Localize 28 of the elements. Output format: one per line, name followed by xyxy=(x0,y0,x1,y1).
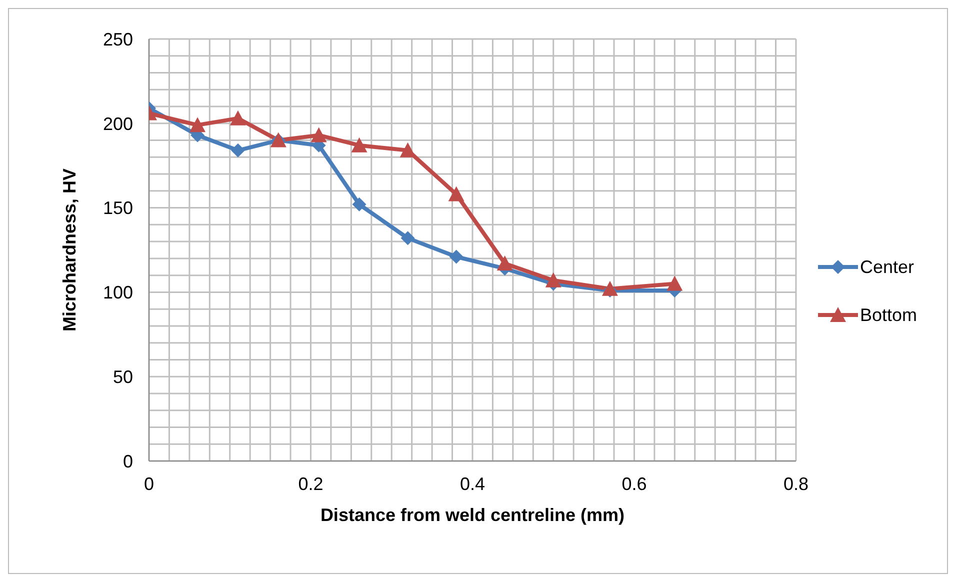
y-tick-label: 150 xyxy=(102,198,133,218)
point xyxy=(496,256,513,271)
point xyxy=(310,127,327,142)
y-tick-label: 200 xyxy=(102,114,133,134)
x-tick-label: 0.6 xyxy=(622,474,647,494)
x-tick-label: 0.8 xyxy=(783,474,808,494)
x-tick-label: 0.2 xyxy=(298,474,324,494)
point xyxy=(400,231,415,246)
y-tick-label: 100 xyxy=(102,282,133,303)
point xyxy=(230,110,246,126)
point xyxy=(190,117,206,132)
x-axis-title: Distance from weld centreline (mm) xyxy=(320,505,625,525)
x-tick-label: 0.4 xyxy=(460,474,485,494)
point xyxy=(449,250,464,264)
y-axis-title: Microhardness, HV xyxy=(59,168,80,332)
point xyxy=(666,276,683,291)
point xyxy=(230,143,245,158)
point xyxy=(351,137,368,152)
legend-label: Center xyxy=(860,256,914,278)
point xyxy=(602,280,618,296)
point xyxy=(400,142,416,158)
point xyxy=(448,186,464,202)
y-tick-label: 0 xyxy=(122,451,133,472)
legend-label: Bottom xyxy=(860,304,917,326)
x-tick-label: 0 xyxy=(144,474,154,494)
y-tick-label: 50 xyxy=(112,366,133,387)
point xyxy=(352,197,366,212)
y-tick-label: 250 xyxy=(102,29,133,50)
